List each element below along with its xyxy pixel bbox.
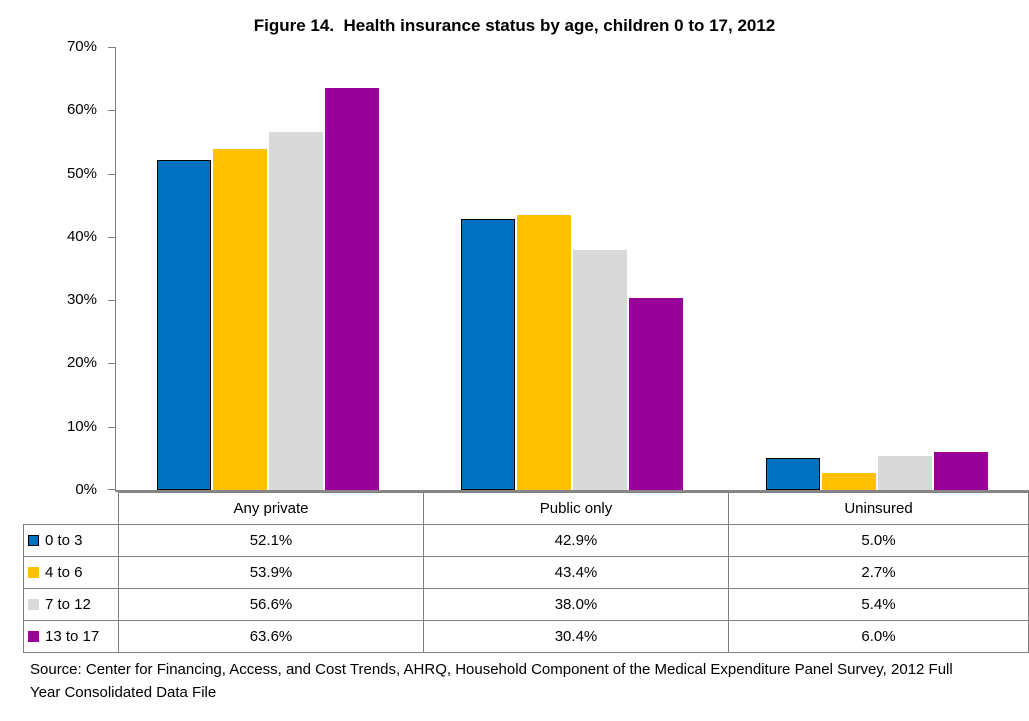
table-row-4-to-6: 4 to 6 53.9% 43.4% 2.7% [23,556,1029,589]
y-axis-label: 70% [66,38,97,55]
table-value-13-to-17-any-private: 63.6% [118,620,424,653]
legend-swatch-13-to-17 [28,631,39,642]
table-column-header-public-only: Public only [423,492,729,525]
table-value-0-to-3-public-only: 42.9% [423,524,729,557]
bar-0-to-3-any-private [157,160,212,490]
bar-4-to-6-uninsured [821,472,876,490]
bar-0-to-3-uninsured [765,458,820,490]
table-value-13-to-17-public-only: 30.4% [423,620,729,653]
table-header-row: Any private Public only Uninsured [23,492,1029,525]
y-axis-tick [108,363,115,365]
table-corner-cell [23,492,119,525]
legend-cell-7-to-12: 7 to 12 [23,588,119,621]
bar-13-to-17-uninsured [933,452,988,490]
bar-group-any-private [116,47,420,490]
bar-4-to-6-public-only [517,215,572,490]
bar-7-to-12-public-only [573,249,628,490]
bar-group-uninsured [725,47,1029,490]
table-column-header-uninsured: Uninsured [728,492,1029,525]
plot-area [108,47,1029,492]
legend-cell-0-to-3: 0 to 3 [23,524,119,557]
data-table: Any private Public only Uninsured 0 to 3 52.… [23,492,1029,653]
chart-title: Figure 14. Health insurance status by ag… [253,16,776,35]
y-axis: 0% 10% 20% 30% 40% 50% 60% 70% [0,38,97,498]
legend-label: 0 to 3 [45,532,83,549]
y-axis-tick [108,489,115,490]
y-axis-label: 50% [66,164,97,182]
legend-label: 4 to 6 [45,564,83,581]
data-table-body: Any private Public only Uninsured 0 to 3 52.… [23,492,1029,653]
y-axis-tick [108,47,115,48]
legend-cell-4-to-6: 4 to 6 [23,556,119,589]
table-value-7-to-12-any-private: 56.6% [118,588,424,621]
table-column-header-any-private: Any private [118,492,424,525]
legend-label: 13 to 17 [45,628,100,645]
y-axis-tick [108,173,115,175]
table-value-7-to-12-uninsured: 5.4% [728,588,1029,621]
table-value-7-to-12-public-only: 38.0% [423,588,729,621]
y-axis-tick [108,426,115,428]
source-note: Source: Center for Financing, Access, an… [30,661,953,701]
table-value-4-to-6-uninsured: 2.7% [728,556,1029,589]
y-axis-tick [108,236,115,238]
legend-label: 7 to 12 [45,596,91,613]
legend-swatch-7-to-12 [28,599,39,610]
legend-swatch-0-to-3 [28,535,39,546]
y-axis-label: 20% [66,354,97,372]
bar-7-to-12-uninsured [877,455,932,490]
bar-7-to-12-any-private [269,131,324,490]
chart-area: 0% 10% 20% 30% 40% 50% 60% 70% [0,38,1029,498]
table-row-7-to-12: 7 to 12 56.6% 38.0% 5.4% [23,588,1029,621]
table-value-4-to-6-public-only: 43.4% [423,556,729,589]
y-axis-tick [108,300,115,302]
y-axis-label: 60% [66,101,97,119]
table-value-0-to-3-uninsured: 5.0% [728,524,1029,557]
bar-group-public-only [420,47,724,490]
table-row-0-to-3: 0 to 3 52.1% 42.9% 5.0% [23,524,1029,557]
bar-13-to-17-any-private [325,87,380,490]
bar-4-to-6-any-private [213,148,268,490]
table-value-0-to-3-any-private: 52.1% [118,524,424,557]
table-value-4-to-6-any-private: 53.9% [118,556,424,589]
y-axis-label: 30% [66,291,97,309]
table-value-13-to-17-uninsured: 6.0% [728,620,1029,653]
y-axis-label: 40% [66,227,97,245]
table-row-13-to-17: 13 to 17 63.6% 30.4% 6.0% [23,620,1029,653]
y-axis-tick [108,110,115,112]
bar-0-to-3-public-only [461,218,516,490]
legend-cell-13-to-17: 13 to 17 [23,620,119,653]
legend-swatch-4-to-6 [28,567,39,578]
y-axis-label: 10% [66,417,97,435]
bar-13-to-17-public-only [629,297,684,490]
